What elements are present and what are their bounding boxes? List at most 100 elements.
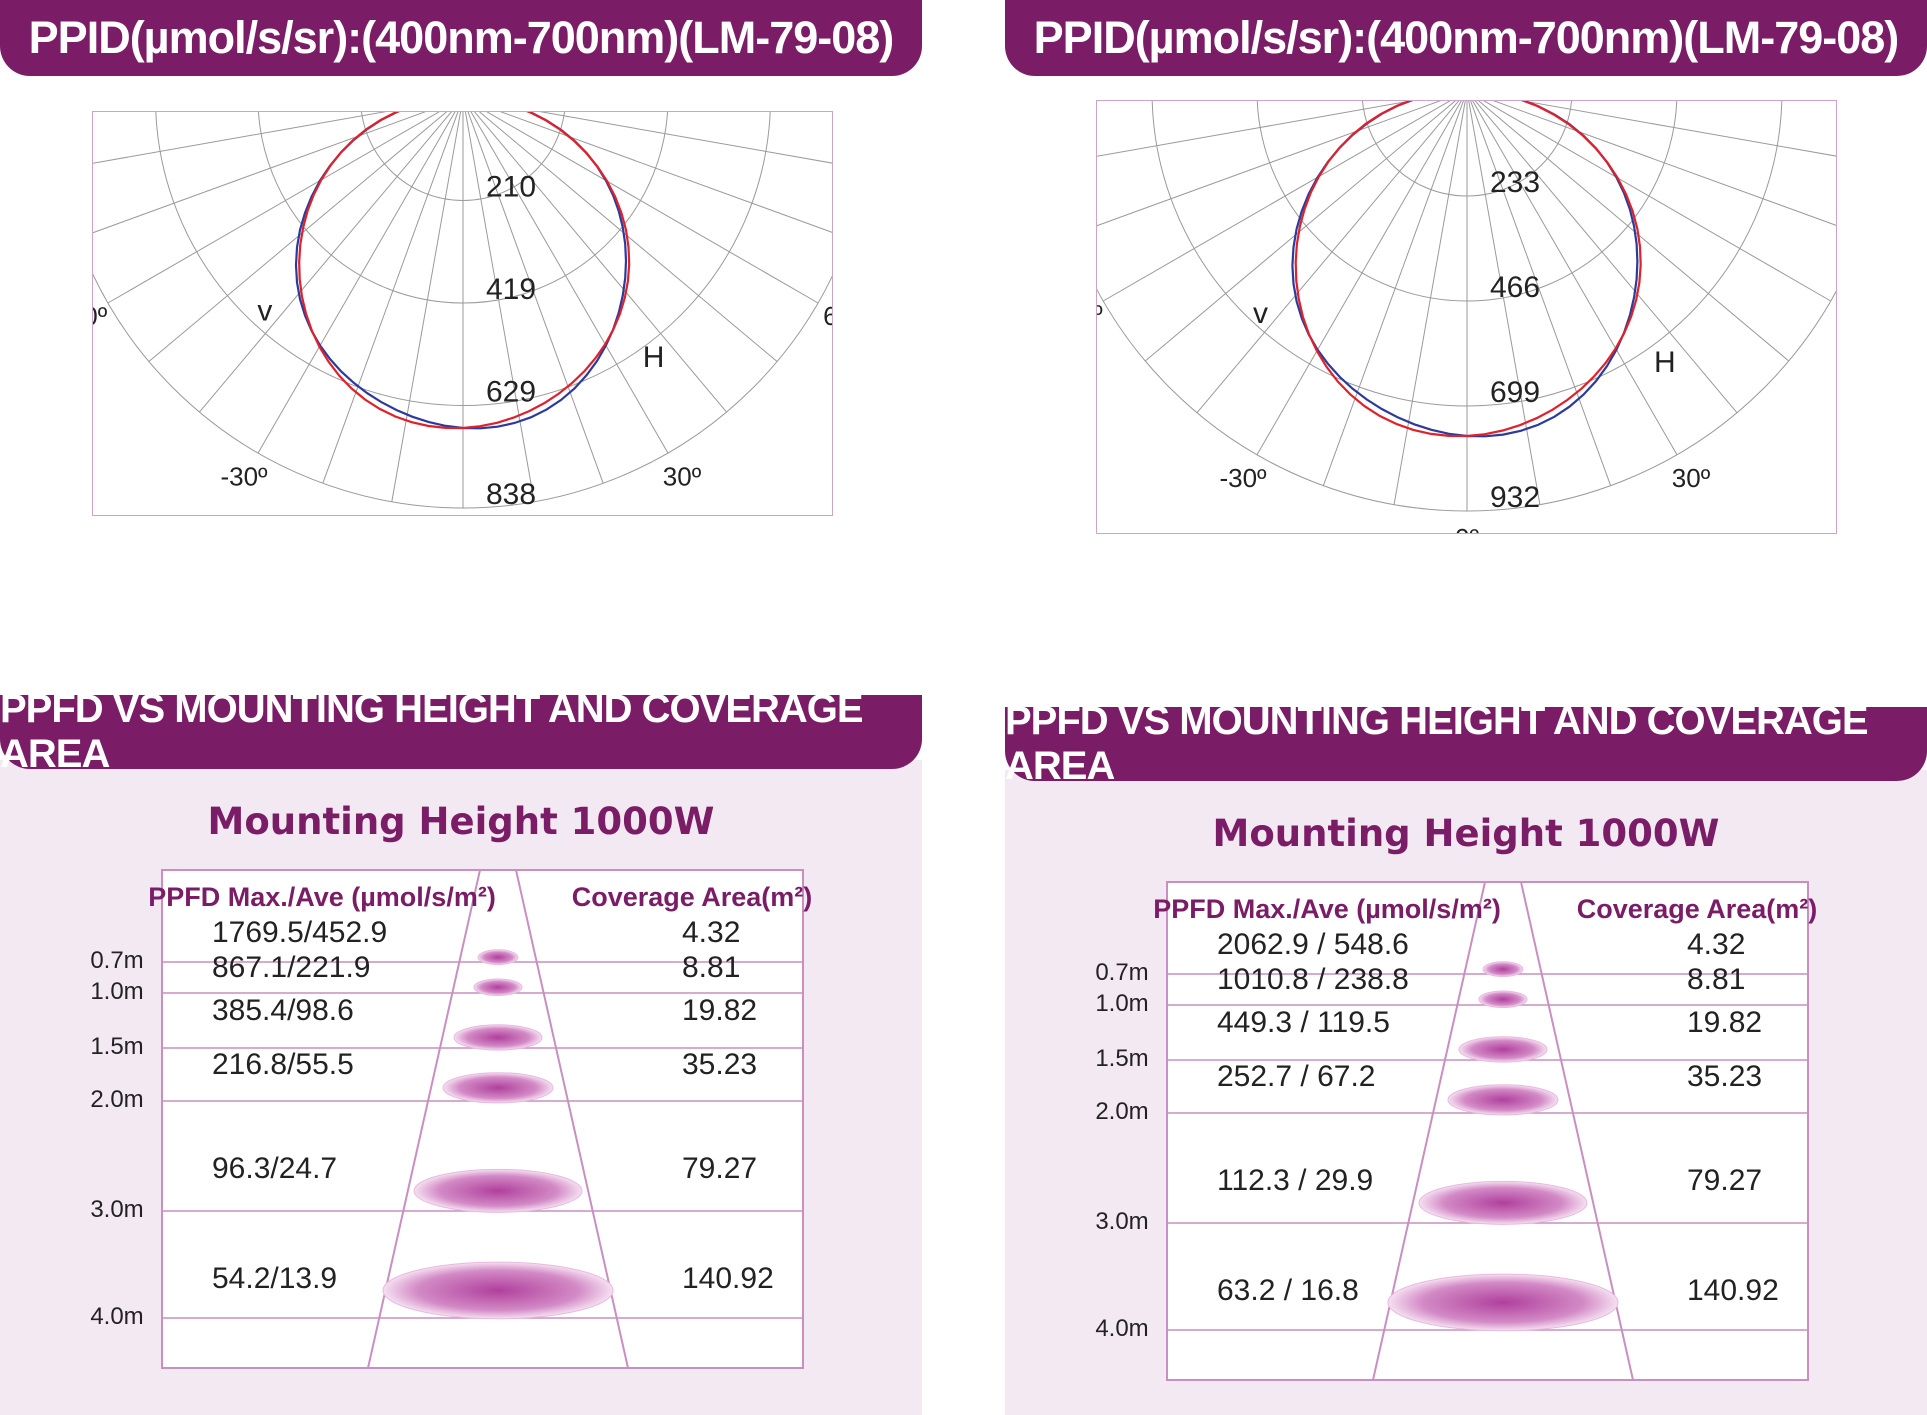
polar-curve-v	[298, 96, 631, 430]
coverage-ellipse	[382, 1261, 614, 1320]
ppfd-banner-right: PPFD VS MOUNTING HEIGHT AND COVERAGE ARE…	[1005, 699, 1927, 788]
polar-angle-label: -30º	[1219, 463, 1267, 493]
polar-grid-spoke	[77, 97, 464, 239]
coverage-ellipse	[1458, 1036, 1548, 1063]
coverage-value: 35.23	[682, 1048, 757, 1081]
height-label: 4.0m	[90, 1303, 143, 1330]
coverage-ellipse	[1387, 1273, 1619, 1332]
height-label: 3.0m	[90, 1196, 143, 1223]
ppfd-banner-title: PPFD VS MOUNTING HEIGHT AND COVERAGE ARE…	[0, 687, 864, 776]
polar-grid-spoke	[1256, 90, 1468, 455]
coverage-value: 8.81	[1687, 963, 1745, 996]
polar-grid-spoke	[1322, 90, 1468, 486]
series-label-h: H	[643, 341, 665, 374]
polar-grid-spoke	[462, 97, 778, 362]
polar-grid-spoke	[1144, 90, 1468, 362]
polar-chart-frame-left: -90º90º-60º60º-30º30º0º210419629838Hv	[39, 96, 883, 550]
polar-chart-right: -90º90º-60º60º-30º30º0º233466699932Hv	[1033, 89, 1897, 553]
polar-banner-title: PPID(µmol/s/sr):(400nm-700nm)(LM-79-08)	[28, 12, 895, 63]
height-label: 2.0m	[1095, 1098, 1148, 1125]
ppfd-value: 96.3/24.7	[212, 1152, 337, 1185]
polar-grid-spoke	[1466, 90, 1678, 455]
polar-grid-spoke	[322, 97, 464, 484]
ppfd-subtitle-left: Mounting Height 1000W	[207, 800, 715, 843]
coverage-column-header: Coverage Area(m²)	[1577, 894, 1818, 924]
height-label: 3.0m	[1095, 1208, 1148, 1235]
polar-radial-label: 838	[486, 478, 536, 511]
polar-grid-spoke	[1466, 90, 1862, 236]
coverage-ellipse	[413, 1168, 583, 1213]
ppfd-value: 216.8/55.5	[212, 1048, 354, 1081]
ppfd-column-header: PPFD Max./Ave (µmol/s/m²)	[1153, 894, 1501, 924]
polar-radial-label: 629	[486, 376, 536, 409]
polar-grid-spoke	[107, 97, 464, 304]
polar-grid-spoke	[1196, 90, 1468, 414]
polar-radial-label: 419	[486, 273, 536, 306]
polar-grid-spoke	[1053, 90, 1468, 165]
ppfd-value: 63.2 / 16.8	[1217, 1274, 1359, 1307]
height-label: 1.0m	[1095, 990, 1148, 1017]
polar-grid-spoke	[462, 97, 535, 502]
polar-grid-spoke	[1466, 90, 1881, 165]
coverage-value: 19.82	[1687, 1006, 1762, 1039]
height-label: 0.7m	[90, 947, 143, 974]
ppfd-value: 54.2/13.9	[212, 1262, 337, 1295]
polar-angle-label: -60º	[93, 301, 108, 331]
polar-angle-label: 0º	[1455, 523, 1479, 533]
ppfd-table-right: PPFD Max./Ave (µmol/s/m²) Coverage Area(m…	[1095, 881, 1818, 1381]
polar-grid-spoke	[462, 97, 819, 304]
coverage-ellipse	[1478, 990, 1528, 1009]
polar-banner-left: PPID(µmol/s/sr):(400nm-700nm)(LM-79-08)	[0, 0, 922, 76]
polar-angle-label: 30º	[1672, 463, 1711, 493]
polar-angle-label: 60º	[823, 301, 832, 331]
coverage-value: 4.32	[1687, 928, 1745, 961]
ppfd-value: 1769.5/452.9	[212, 916, 387, 949]
polar-chart-left: -90º90º-60º60º-30º30º0º210419629838Hv	[39, 96, 883, 550]
polar-grid-spoke	[199, 97, 464, 413]
coverage-ellipse	[473, 978, 523, 997]
polar-grid-spoke	[59, 97, 464, 170]
height-label: 0.7m	[1095, 959, 1148, 986]
polar-grid-spoke	[462, 97, 669, 454]
coverage-value: 140.92	[682, 1262, 774, 1295]
series-label-v: v	[257, 294, 272, 327]
polar-curve-v	[1294, 89, 1642, 438]
polar-angle-label: -30º	[220, 461, 268, 491]
polar-grid-spoke	[391, 97, 464, 502]
coverage-ellipse	[1482, 961, 1524, 978]
polar-grid-spoke	[462, 97, 727, 413]
ppfd-value: 252.7 / 67.2	[1217, 1060, 1375, 1093]
polar-grid-spoke	[1466, 90, 1790, 362]
coverage-value: 140.92	[1687, 1274, 1779, 1307]
polar-radial-label: 233	[1490, 166, 1540, 199]
ppfd-value: 112.3 / 29.9	[1217, 1164, 1373, 1197]
polar-grid-spoke	[148, 97, 464, 362]
coverage-value: 4.32	[682, 916, 740, 949]
polar-grid-spoke	[462, 97, 867, 170]
coverage-value: 35.23	[1687, 1060, 1762, 1093]
polar-angle-label: 30º	[663, 461, 702, 491]
coverage-value: 79.27	[682, 1152, 757, 1185]
polar-grid-spoke	[1466, 90, 1612, 486]
polar-banner-title: PPID(µmol/s/sr):(400nm-700nm)(LM-79-08)	[1033, 12, 1900, 63]
series-label-v: v	[1253, 297, 1268, 330]
coverage-ellipse	[1418, 1180, 1588, 1225]
coverage-ellipse	[1447, 1084, 1559, 1116]
coverage-ellipse	[477, 949, 519, 966]
ppfd-value: 1010.8 / 238.8	[1217, 963, 1409, 996]
polar-radial-label: 466	[1490, 271, 1540, 304]
polar-chart-frame-right: -90º90º-60º60º-30º30º0º233466699932Hv	[1033, 89, 1897, 553]
height-label: 1.5m	[90, 1033, 143, 1060]
coverage-ellipse	[453, 1024, 543, 1051]
ppfd-value: 2062.9 / 548.6	[1217, 928, 1409, 961]
height-label: 1.0m	[90, 978, 143, 1005]
ppfd-subtitle-right: Mounting Height 1000W	[1212, 812, 1720, 855]
polar-grid-spoke	[1466, 90, 1541, 505]
height-label: 4.0m	[1095, 1315, 1148, 1342]
polar-grid-spoke	[1072, 90, 1468, 236]
series-label-h: H	[1654, 346, 1676, 379]
height-label: 2.0m	[90, 1086, 143, 1113]
polar-grid-spoke	[1466, 90, 1738, 414]
polar-angle-label: -60º	[1097, 299, 1103, 329]
polar-radial-label: 210	[486, 171, 536, 204]
